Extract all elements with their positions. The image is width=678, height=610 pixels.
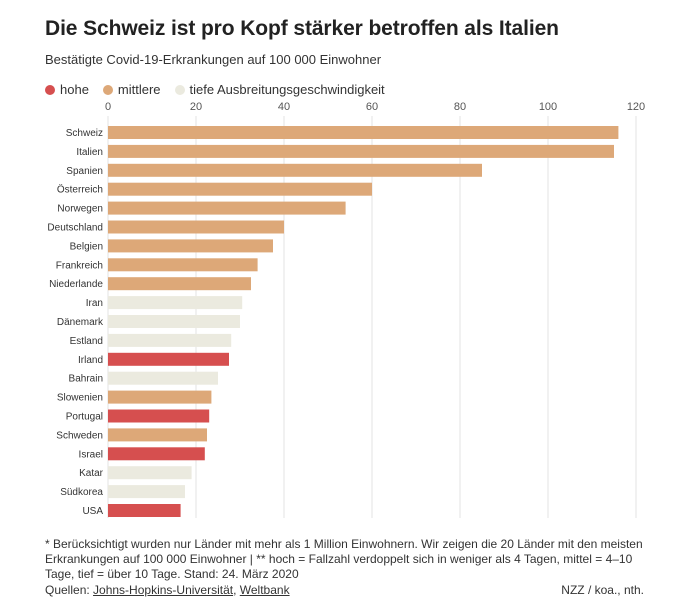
x-tick-label-40: 40 (278, 101, 290, 113)
sources-prefix: Quellen: (45, 583, 94, 597)
x-tick-label-20: 20 (190, 101, 202, 113)
bar-Italien (108, 144, 614, 158)
category-label-Italien: Italien (76, 147, 103, 158)
credit: NZZ / koa., nth. (561, 583, 644, 597)
bar-Dänemark (108, 315, 240, 328)
bar-Deutschland (108, 220, 284, 234)
bar-Schweiz (108, 126, 619, 139)
category-label-Dänemark: Dänemark (57, 317, 104, 328)
bar-Estland (108, 333, 232, 347)
source-link-jhu[interactable]: Johns-Hopkins-Universität (93, 583, 234, 597)
category-label-Irland: Irland (78, 355, 103, 366)
category-label-Spanien: Spanien (66, 166, 103, 177)
sources-separator: , (233, 583, 240, 597)
category-label-Bahrain: Bahrain (69, 374, 103, 385)
category-label-Belgien: Belgien (70, 241, 103, 252)
bar-Österreich (108, 182, 372, 196)
category-label-Israel: Israel (79, 449, 103, 460)
x-tick-label-100: 100 (539, 101, 557, 113)
category-label-USA: USA (82, 506, 103, 517)
chart-title: Die Schweiz ist pro Kopf stärker betroff… (45, 17, 559, 40)
bar-Frankreich (108, 258, 258, 272)
bar-Belgien (108, 239, 273, 253)
legend-label-mittlere: mittlere (117, 82, 161, 97)
category-label-Schweiz: Schweiz (66, 128, 103, 139)
x-tick-label-120: 120 (627, 101, 645, 113)
footnote: * Berücksichtigt wurden nur Länder mit m… (45, 537, 643, 581)
bar-Irland (108, 352, 229, 366)
source-link-weltbank[interactable]: Weltbank (239, 583, 290, 597)
legend-item-tiefe: tiefe Ausbreitungsgeschwindigkeit (174, 82, 385, 97)
bar-Israel (108, 447, 205, 461)
x-tick-label-0: 0 (105, 101, 111, 113)
bar-chart: 0 20 40 60 80 100 120 Schweiz Italien Spanien Öste… (47, 101, 645, 518)
legend-label-tiefe: tiefe Ausbreitungsgeschwindigkeit (189, 82, 385, 97)
sources: Quellen: Johns-Hopkins-Universität, Welt… (45, 583, 290, 597)
legend-item-mittlere: mittlere (102, 82, 161, 97)
legend-item-hohe: hohe (45, 82, 89, 97)
bar-Niederlande (108, 277, 251, 291)
x-tick-label-60: 60 (366, 101, 378, 113)
legend-swatch-tiefe (174, 84, 185, 95)
category-label-Südkorea: Südkorea (60, 487, 103, 498)
bar-Iran (108, 296, 243, 310)
bar-USA (108, 504, 181, 517)
legend: hohe mittlere tiefe Ausbreitungsgeschwin… (45, 82, 385, 97)
bar-Norwegen (108, 201, 346, 215)
bar-Katar (108, 466, 192, 480)
category-label-Norwegen: Norwegen (57, 204, 103, 215)
legend-swatch-mittlere (102, 84, 113, 95)
category-label-Deutschland: Deutschland (47, 223, 103, 234)
category-label-Frankreich: Frankreich (56, 260, 103, 271)
x-tick-label-80: 80 (454, 101, 466, 113)
chart-subtitle: Bestätigte Covid-19-Erkrankungen auf 100… (45, 52, 382, 67)
category-label-Slowenien: Slowenien (57, 393, 103, 404)
category-label-Estland: Estland (70, 336, 103, 347)
legend-label-hohe: hohe (60, 82, 89, 97)
bar-Schweden (108, 428, 207, 442)
category-label-Katar: Katar (79, 468, 104, 479)
category-label-Niederlande: Niederlande (49, 279, 103, 290)
bar-Slowenien (108, 390, 212, 404)
bar-Portugal (108, 409, 210, 423)
category-label-Portugal: Portugal (66, 412, 103, 423)
category-label-Österreich: Österreich (57, 184, 103, 196)
bar-Bahrain (108, 371, 218, 385)
legend-swatch-hohe (45, 84, 55, 95)
bar-Südkorea (108, 485, 185, 499)
category-label-Iran: Iran (86, 298, 103, 309)
category-label-Schweden: Schweden (56, 430, 103, 441)
bar-Spanien (108, 163, 482, 177)
